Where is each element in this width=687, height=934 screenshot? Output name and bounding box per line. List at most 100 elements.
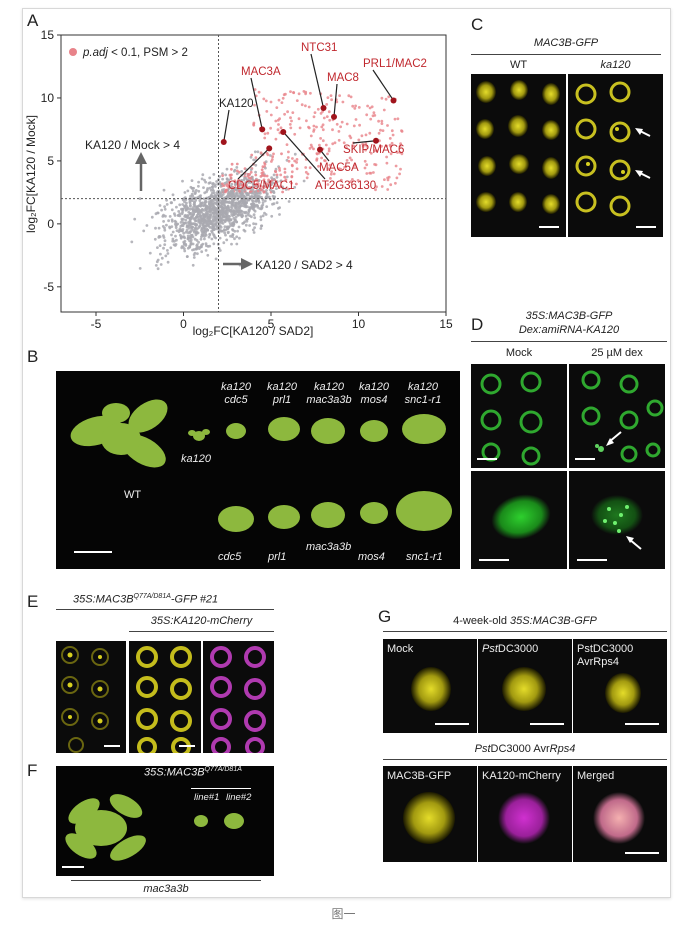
highlighted-point <box>331 113 337 120</box>
scatter-point <box>158 204 162 207</box>
scatter-point <box>185 228 189 232</box>
scatter-point <box>240 199 244 203</box>
scatter-point <box>253 226 256 230</box>
scatter-point <box>215 202 218 206</box>
scatter-point-significant <box>341 100 345 104</box>
scatter-point <box>271 181 275 185</box>
scatter-point-significant <box>380 144 383 148</box>
micrograph-e-yellow <box>129 641 201 753</box>
scatter-point <box>239 210 242 214</box>
scatter-point <box>238 192 242 195</box>
scatter-point-significant <box>390 129 394 133</box>
scatter-point-significant <box>253 88 257 91</box>
scatter-point <box>225 211 229 215</box>
scatter-point <box>240 212 244 216</box>
scatter-point <box>224 173 228 177</box>
scatter-point <box>260 171 264 175</box>
scatter-point-significant <box>313 111 317 114</box>
micrograph-g-mcherry: KA120-mCherry <box>478 766 572 862</box>
scatter-point <box>208 186 212 190</box>
scatter-point-significant <box>353 164 357 167</box>
scatter-point-significant <box>289 90 292 93</box>
scatter-point-significant <box>322 116 326 120</box>
scatter-point <box>234 202 237 206</box>
y-tick-label: 0 <box>47 217 54 231</box>
scatter-point <box>281 185 284 189</box>
scatter-point <box>261 203 265 207</box>
scatter-point-significant <box>304 166 308 169</box>
scatter-point <box>214 257 218 261</box>
scatter-point-significant <box>297 117 301 121</box>
scatter-point <box>168 215 172 218</box>
scatter-point <box>193 210 197 214</box>
scatter-point <box>188 246 191 249</box>
scatter-point <box>231 233 235 236</box>
scatter-point <box>190 192 194 196</box>
scatter-point-significant <box>381 129 385 132</box>
scatter-point <box>230 167 233 171</box>
scatter-point <box>213 235 217 239</box>
highlighted-point <box>259 126 266 133</box>
scatter-point <box>236 210 240 214</box>
scatter-point-significant <box>363 166 367 170</box>
scatter-point <box>184 218 188 222</box>
scatter-point <box>203 235 206 238</box>
panel-label-g: G <box>378 607 392 626</box>
scatter-point <box>194 189 198 192</box>
scatter-point <box>212 225 216 229</box>
scatter-point-significant <box>320 125 324 129</box>
scatter-point <box>272 177 276 181</box>
scatter-point-significant <box>354 104 357 108</box>
scatter-point-significant <box>304 170 308 174</box>
scatter-point-significant <box>380 185 384 188</box>
scatter-point-significant <box>263 132 267 136</box>
scatter-point <box>163 239 167 243</box>
scatter-point <box>225 167 229 171</box>
scatter-point <box>170 208 174 212</box>
scatter-point-significant <box>387 95 391 99</box>
plant-photo-f: 35S:MAC3BQ77A/D81A line#1 line#2 <box>56 766 274 876</box>
scatter-point <box>234 206 237 210</box>
scatter-point <box>235 166 239 169</box>
scatter-point <box>161 225 165 228</box>
label-leader <box>333 83 338 117</box>
scatter-point <box>238 236 241 240</box>
rosettes-f <box>65 794 244 861</box>
scatter-point-significant <box>396 151 399 154</box>
scatter-point-significant <box>384 97 388 101</box>
micrograph-g-avr: PstDC3000 AvrRps4 <box>573 639 667 733</box>
scatter-point <box>156 211 160 215</box>
label-leader <box>310 53 325 109</box>
x-axis-label: log₂FC[KA120 / SAD2] <box>193 324 314 338</box>
scatter-point-significant <box>340 120 344 124</box>
highlighted-point <box>390 97 397 104</box>
scatter-point <box>228 173 232 177</box>
scatter-point <box>194 199 198 202</box>
scatter-point-significant <box>289 116 292 120</box>
scatter-point <box>213 215 217 219</box>
scatter-point <box>178 203 182 207</box>
scatter-point <box>256 205 260 209</box>
scatter-point <box>183 236 187 240</box>
scatter-point <box>183 249 187 253</box>
scatter-point <box>181 228 185 231</box>
scatter-point-significant <box>295 158 299 161</box>
arrow-right-head-icon <box>241 258 253 270</box>
panel-label-f: F <box>27 761 38 780</box>
scatter-point <box>264 213 268 216</box>
scatter-point-significant <box>300 103 304 107</box>
scatter-point-significant <box>369 117 373 121</box>
scatter-point <box>270 214 274 218</box>
scatter-point <box>202 219 206 223</box>
scatter-point-significant <box>331 128 334 132</box>
scatter-point <box>232 187 236 191</box>
scatter-point-significant <box>279 173 283 177</box>
scatter-point-significant <box>308 166 312 170</box>
label-leader <box>250 77 263 130</box>
scatter-point-significant <box>354 118 358 121</box>
scatter-point-significant <box>329 177 332 180</box>
scatter-point <box>214 227 218 231</box>
scatter-point-significant <box>326 152 329 156</box>
highlighted-point <box>220 139 227 146</box>
scatter-point <box>259 215 263 219</box>
